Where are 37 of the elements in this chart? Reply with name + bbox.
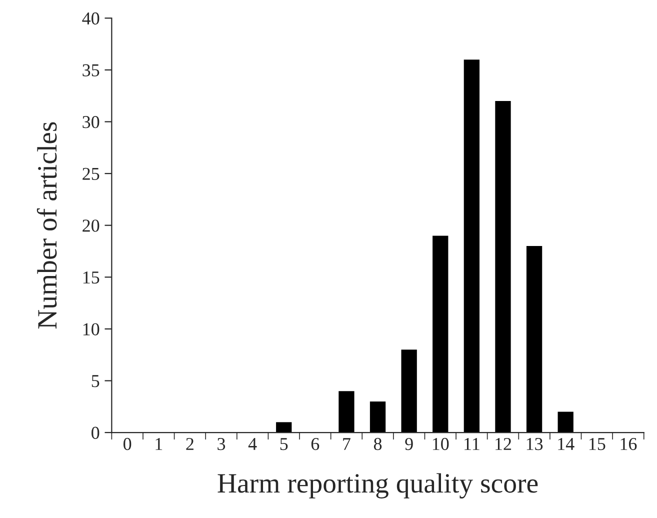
x-tick-label: 0 <box>124 438 132 450</box>
y-tick-label: 40 <box>82 12 100 25</box>
bar <box>495 101 511 433</box>
x-tick-label: 14 <box>558 438 574 450</box>
bar <box>338 391 354 433</box>
y-tick-label: 35 <box>82 64 100 76</box>
bar <box>464 60 480 433</box>
x-tick-label: 5 <box>280 438 288 450</box>
x-tick-label: 13 <box>526 438 543 450</box>
x-tick-label: 15 <box>589 438 606 450</box>
y-tick-label: 10 <box>83 323 100 336</box>
x-tick-label: 3 <box>218 438 226 450</box>
y-tick-label: 15 <box>83 271 100 284</box>
x-tick-label: 12 <box>496 438 512 450</box>
x-tick-label: 11 <box>464 438 480 450</box>
y-tick-label: 20 <box>82 220 100 232</box>
bar <box>432 236 448 433</box>
bar <box>526 246 542 433</box>
x-tick-label: 8 <box>374 438 382 450</box>
x-tick-label: 9 <box>405 438 413 450</box>
bar <box>276 422 292 433</box>
y-tick-label: 25 <box>82 168 100 180</box>
y-tick-label: 0 <box>92 426 100 439</box>
x-tick-label: 4 <box>248 438 257 450</box>
x-tick-label: 2 <box>186 438 194 450</box>
y-tick-label: 30 <box>82 116 100 128</box>
x-tick-label: 7 <box>343 438 350 450</box>
y-axis-title: Number of articles <box>36 122 57 329</box>
y-tick-label: 5 <box>92 375 100 388</box>
x-tick-label: 6 <box>311 438 320 450</box>
x-tick-label: 16 <box>620 438 637 450</box>
x-tick-label: 10 <box>432 438 449 450</box>
bar <box>401 350 417 433</box>
x-axis-title: Harm reporting quality score <box>218 473 538 498</box>
x-tick-label: 1 <box>156 438 162 450</box>
bar <box>370 401 386 433</box>
bar <box>558 412 574 433</box>
